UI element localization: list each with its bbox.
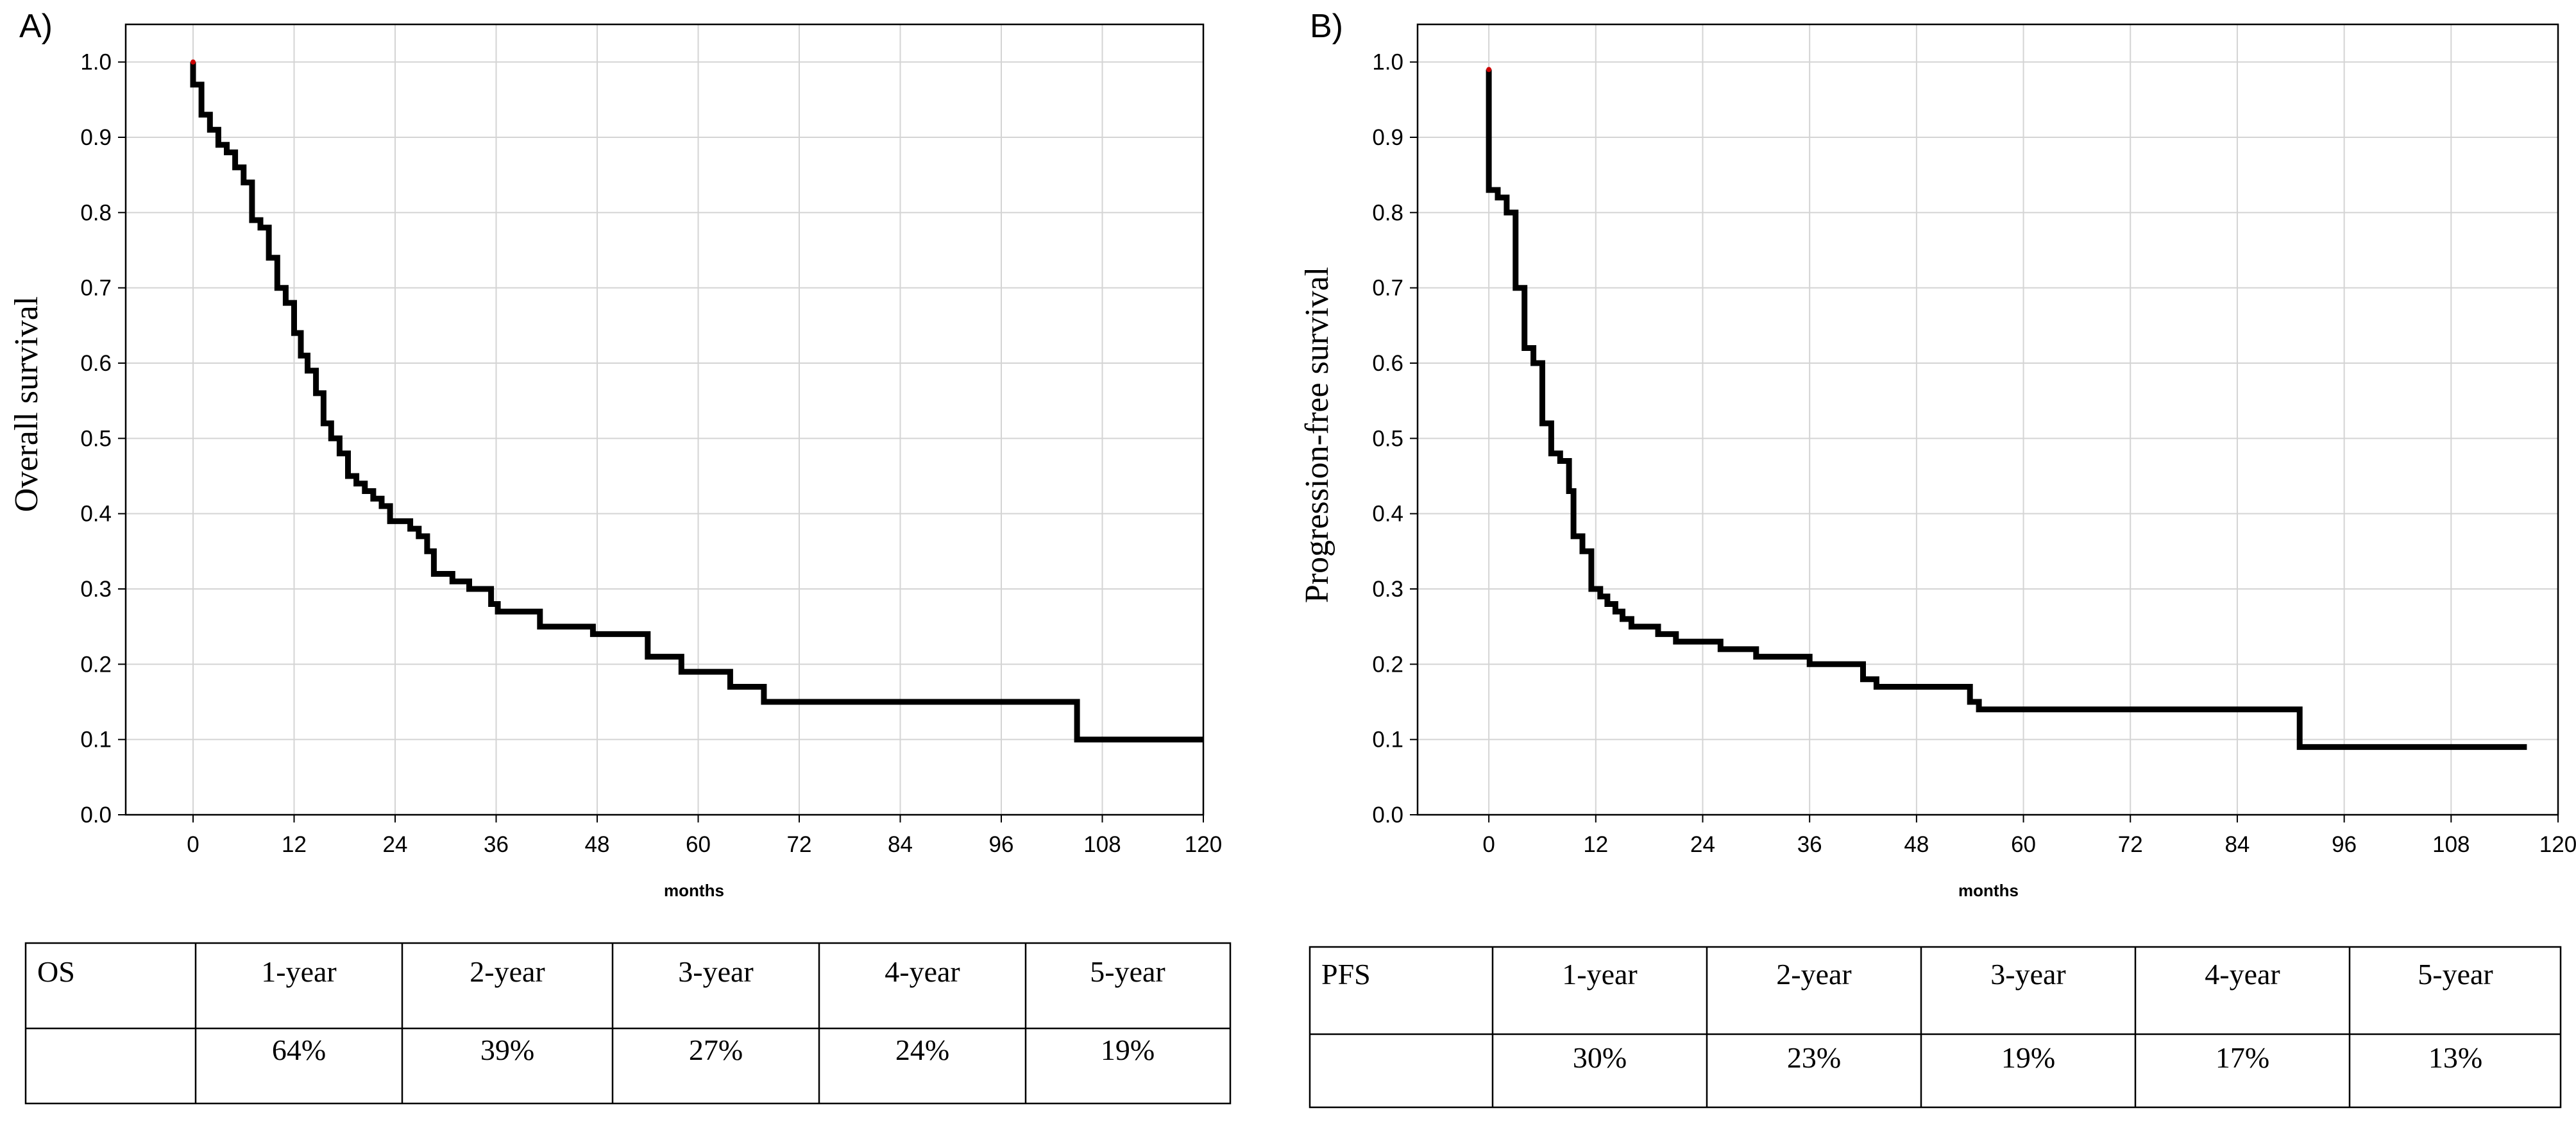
y-tick-label-b: 0.5	[1372, 426, 1403, 451]
panel-label-b: B)	[1310, 8, 1343, 45]
y-tick-label-b: 0.2	[1372, 652, 1403, 677]
y-tick-label-a: 0.6	[80, 351, 112, 376]
plot-area-a: 0 12 24 36 48 60 72 84 96 108 120 0.0 0.1 0.2 0.3 0.4 0.…	[80, 23, 1222, 857]
y-tick-label-b: 0.3	[1372, 577, 1403, 602]
y-tick-label-b: 0.8	[1372, 200, 1403, 225]
x-tick-label-a: 120	[1185, 832, 1222, 857]
y-axis-label-b: Progression-free survival	[1299, 267, 1335, 603]
table-border-b	[1309, 946, 2562, 1109]
table-cell-a: 24%	[895, 1034, 949, 1066]
start-point-a	[191, 59, 196, 65]
y-tick-label-b: 0.0	[1372, 803, 1403, 828]
survival-table-a: OS 1-year 2-year 3-year 4-year 5-year 64…	[24, 942, 1232, 1105]
x-tick-label-b: 96	[2332, 832, 2357, 857]
survival-table-b: PFS 1-year 2-year 3-year 4-year 5-year 3…	[1309, 946, 2562, 1109]
table-header-b: PFS	[1321, 958, 1371, 991]
x-tick-label-b: 108	[2432, 832, 2470, 857]
x-tick-label-b: 60	[2011, 832, 2036, 857]
x-axis-label-a: months	[664, 881, 724, 900]
table-header-a: 5-year	[1090, 955, 1165, 988]
x-tick-label-a: 96	[989, 832, 1014, 857]
y-tick-label-a: 0.8	[80, 200, 112, 225]
panel-label-a: A)	[19, 8, 53, 45]
table-border-a	[24, 942, 1232, 1105]
table-header-b: 4-year	[2205, 958, 2280, 991]
x-tick-label-b: 0	[1482, 832, 1495, 857]
table-header-b: 1-year	[1562, 958, 1637, 991]
table-header-a: 3-year	[678, 955, 753, 988]
y-axis-label-a: Overall survival	[8, 296, 45, 512]
x-tick-label-b: 24	[1690, 832, 1715, 857]
y-tick-label-b: 0.1	[1372, 728, 1403, 753]
plot-area-b: 0 12 24 36 48 60 72 84 96 108 120 0.0 0.1 0.2 0.3 0.4 0.…	[1372, 23, 2576, 857]
y-tick-label-a: 0.5	[80, 426, 112, 451]
plot-frame-b	[1416, 23, 2559, 816]
table-header-a: OS	[37, 955, 75, 988]
table-cell-b: 23%	[1787, 1041, 1841, 1074]
table-cell-a: 64%	[272, 1034, 326, 1066]
y-tick-label-a: 0.9	[80, 125, 112, 150]
table-header-a: 1-year	[261, 955, 336, 988]
table-cell-b: 13%	[2428, 1041, 2482, 1074]
x-tick-label-a: 84	[888, 832, 913, 857]
table-cell-b: 17%	[2216, 1041, 2269, 1074]
y-tick-label-a: 0.2	[80, 652, 112, 677]
survival-curve-a	[190, 62, 1203, 743]
x-tick-label-a: 108	[1083, 832, 1121, 857]
x-tick-label-a: 60	[686, 832, 711, 857]
x-tick-label-b: 84	[2224, 832, 2250, 857]
table-header-a: 4-year	[885, 955, 960, 988]
table-cell-b: 30%	[1573, 1041, 1627, 1074]
x-tick-label-b: 120	[2539, 832, 2576, 857]
y-tick-label-a: 0.1	[80, 728, 112, 753]
table-cell-b: 19%	[2001, 1041, 2055, 1074]
table-header-a: 2-year	[470, 955, 545, 988]
x-tick-label-a: 0	[187, 832, 199, 857]
x-tick-label-a: 48	[585, 832, 610, 857]
y-tick-label-b: 0.4	[1372, 502, 1403, 527]
y-tick-label-b: 0.9	[1372, 125, 1403, 150]
start-point-b	[1486, 67, 1492, 72]
panel-b: B) Progression-free survival months 0 12 2…	[1299, 8, 2576, 1109]
x-axis-label-b: months	[1958, 881, 2019, 900]
x-tick-label-b: 12	[1583, 832, 1608, 857]
x-tick-label-a: 36	[484, 832, 509, 857]
y-tick-label-b: 1.0	[1372, 50, 1403, 75]
x-tick-label-a: 12	[282, 832, 307, 857]
y-tick-label-b: 0.6	[1372, 351, 1403, 376]
y-tick-label-a: 0.0	[80, 803, 112, 828]
table-header-b: 3-year	[1990, 958, 2065, 991]
table-cell-a: 39%	[480, 1034, 534, 1066]
x-tick-label-a: 24	[383, 832, 408, 857]
y-tick-label-b: 0.7	[1372, 276, 1403, 301]
table-cell-a: 27%	[689, 1034, 743, 1066]
y-tick-label-a: 0.3	[80, 577, 112, 602]
y-tick-label-a: 0.7	[80, 276, 112, 301]
x-tick-label-b: 36	[1797, 832, 1822, 857]
x-tick-label-a: 72	[787, 832, 812, 857]
survival-curve-b	[1486, 69, 2527, 750]
panel-a: A) Overall survival months 0 12 24 36 48 60 72…	[8, 8, 1232, 1105]
table-header-b: 5-year	[2418, 958, 2493, 991]
y-tick-label-a: 0.4	[80, 502, 112, 527]
table-cell-a: 19%	[1101, 1034, 1155, 1066]
table-header-b: 2-year	[1776, 958, 1851, 991]
y-tick-label-a: 1.0	[80, 50, 112, 75]
x-tick-label-b: 48	[1904, 832, 1929, 857]
x-tick-label-b: 72	[2118, 832, 2143, 857]
plot-frame-a	[124, 23, 1205, 816]
